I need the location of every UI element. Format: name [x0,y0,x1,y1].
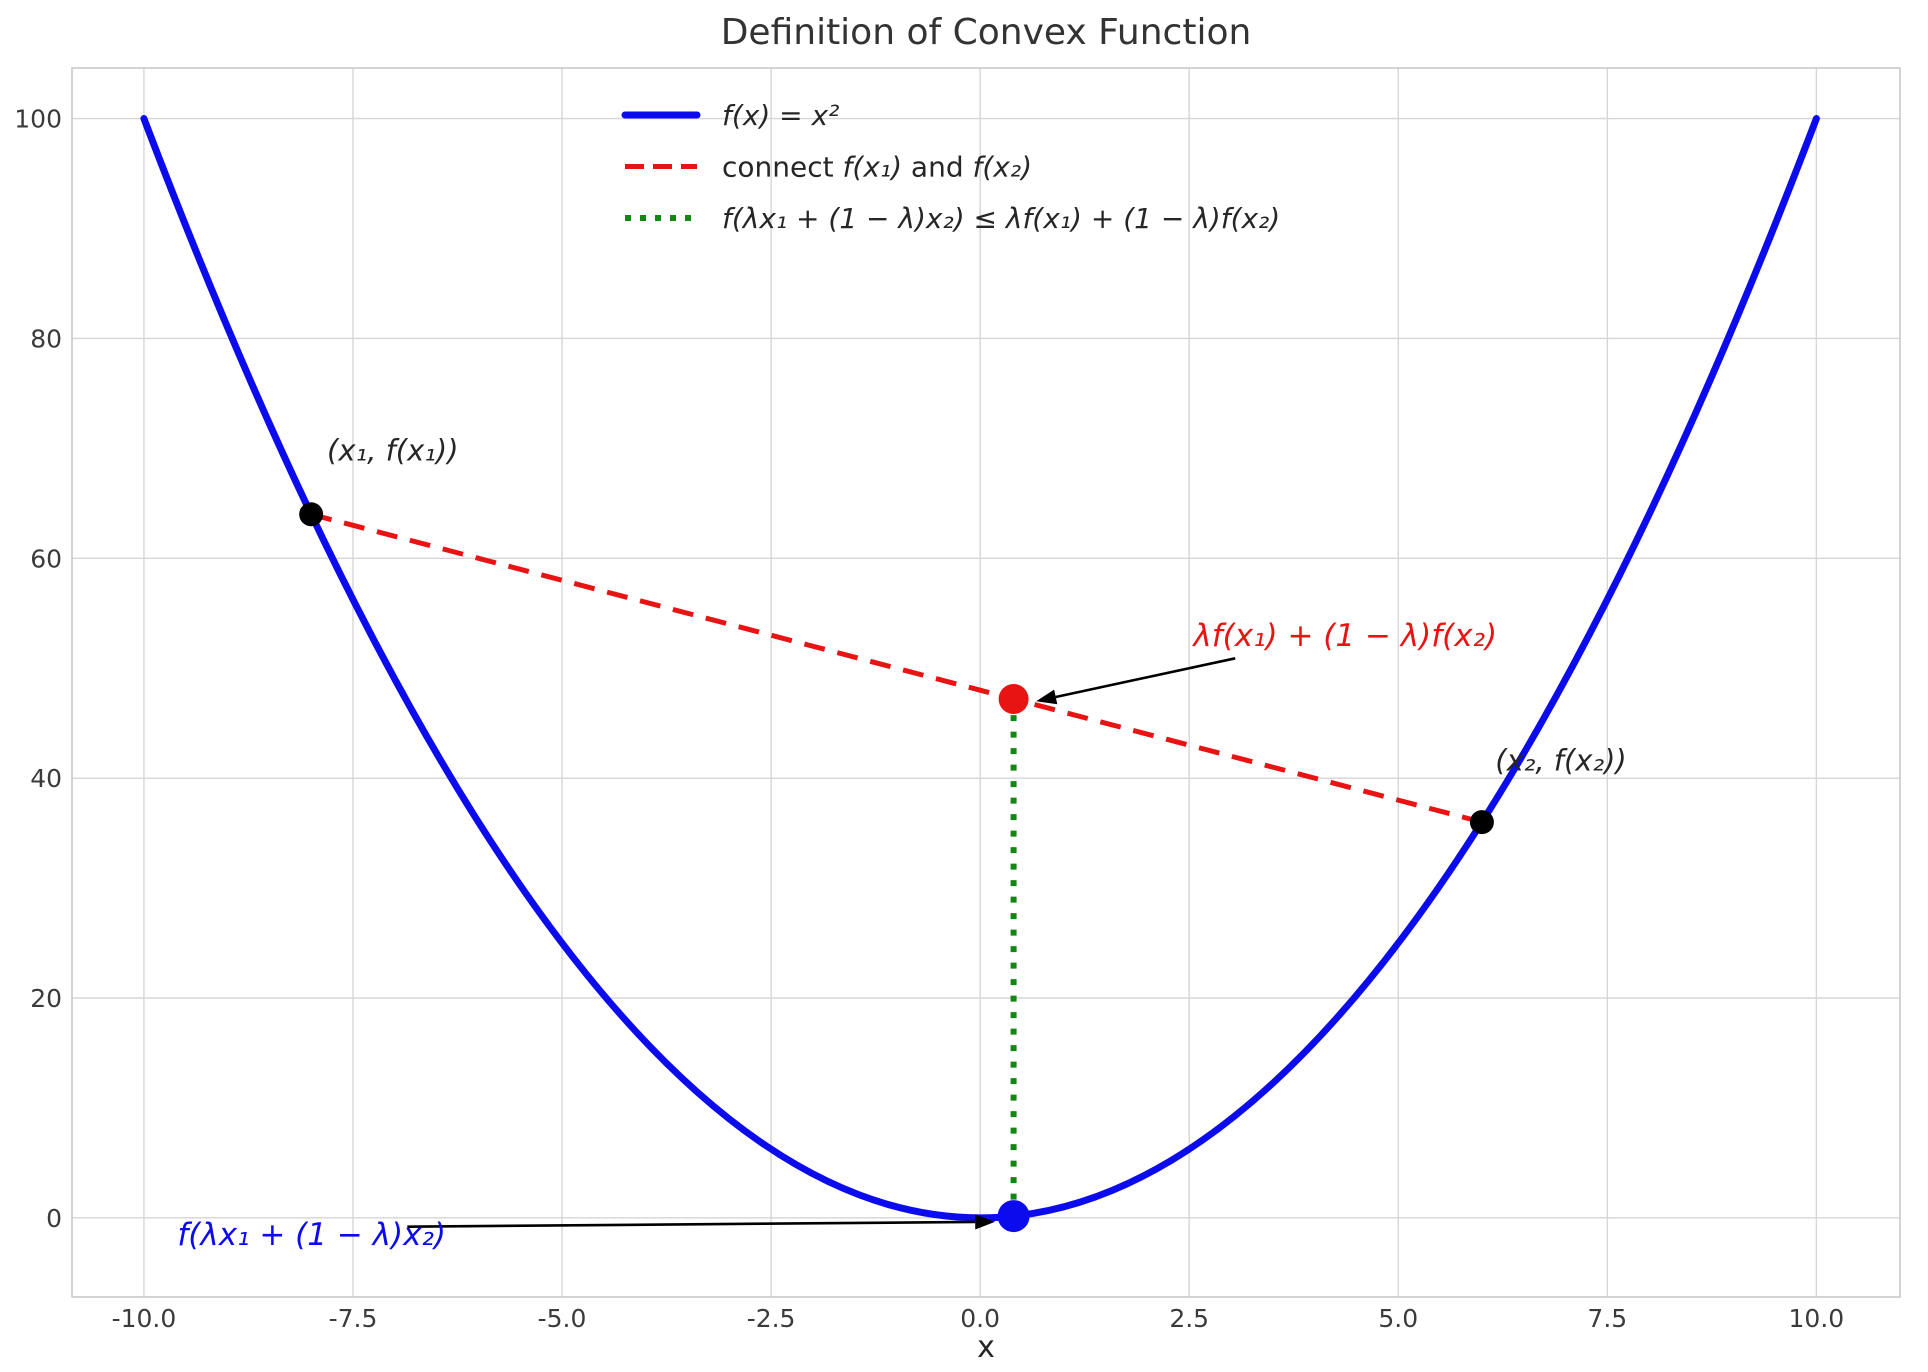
ticks-layer: -10.0 -7.5 -5.0 -2.5 0.0 2.5 5.0 7.5 10.0 0 20 40 60… [14,105,1844,1333]
label-x1: (x₁, f(x₁)) [327,433,458,467]
annotations-layer: (x₁, f(x₁)) (x₂, f(x₂)) λf(x₁) + (1 − λ)f(… [177,433,1626,1252]
legend-label: f(λx₁ + (1 − λ)x₂) ≤ λf(x₁) + (1 − λ)f(x… [722,202,1280,235]
legend-label: f(x) = x² [722,99,839,132]
y-tick-label: 60 [30,544,62,573]
y-tick-label: 0 [46,1204,62,1233]
label-chord-value: λf(x₁) + (1 − λ)f(x₂) [1191,618,1497,654]
point-x2 [1469,810,1494,835]
x-tick-label: -7.5 [329,1304,378,1333]
y-tick-label: 100 [14,105,62,134]
y-axis-label: f(x) [0,646,4,698]
x-tick-label: -2.5 [747,1304,796,1333]
point-x1 [299,502,324,527]
legend-label-segment: f(x₁) [843,151,903,184]
points-layer [299,502,1494,1233]
point-chord-combination [998,683,1029,714]
x-tick-label: 5.0 [1378,1304,1418,1333]
x-tick-label: -5.0 [538,1304,587,1333]
grid-layer [71,67,1901,1298]
plot-area [72,68,1900,1297]
x-tick-label: -10.0 [112,1304,177,1333]
x-tick-label: 10.0 [1789,1304,1845,1333]
legend-label-segment: f(x) = x² [722,99,839,132]
plot-frame [71,67,1901,1298]
y-tick-label: 20 [30,984,62,1013]
legend-label: connect f(x₁) and f(x₂) [722,151,1032,184]
y-tick-label: 40 [30,764,62,793]
chart-title: Definition of Convex Function [721,12,1252,53]
y-tick-label: 80 [30,324,62,353]
label-x2: (x₂, f(x₂)) [1495,743,1626,777]
legend-label-segment: and [902,151,972,184]
label-chord-value-arrow [1055,657,1236,699]
legend: f(x) = x² connect f(x₁) and f(x₂) f(λx₁ + … [621,99,1280,235]
legend-label-segment: f(λx₁ + (1 − λ)x₂) ≤ λf(x₁) + (1 − λ)f(x… [722,202,1280,235]
legend-label-segment: connect [722,151,843,184]
x-tick-label: 2.5 [1169,1304,1209,1333]
x-tick-label: 7.5 [1587,1304,1627,1333]
label-chord-value-arrowhead [1036,689,1058,705]
x-tick-label: 0.0 [960,1304,1000,1333]
label-curve-value-arrow [407,1220,976,1228]
point-curve-combination [997,1200,1030,1233]
label-curve-value: f(λx₁ + (1 − λ)x₂) [177,1217,446,1253]
label-curve-value-arrowhead [975,1214,996,1230]
x-axis-label: x [977,1330,995,1365]
legend-label-segment: f(x₂) [973,151,1033,184]
